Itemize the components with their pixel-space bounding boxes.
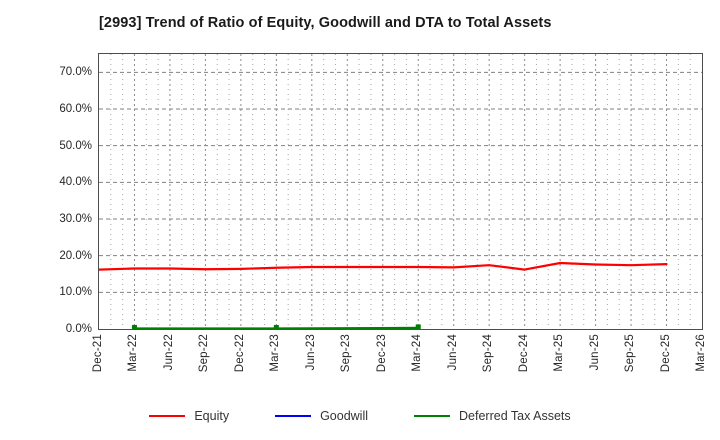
data-point-marker — [273, 324, 279, 329]
y-axis-tick-label: 40.0% — [59, 176, 92, 189]
plot-area — [98, 53, 703, 330]
x-axis-tick-labels: Dec-21 Mar-22 Jun-22 Sep-22 Dec-22 Mar-23 Jun-… — [92, 334, 707, 394]
legend-entry[interactable]: Deferred Tax Assets — [414, 409, 571, 423]
x-axis-tick-label: Dec-22 — [233, 334, 246, 373]
data-point-marker — [131, 324, 137, 329]
legend-label: Deferred Tax Assets — [459, 409, 571, 423]
x-axis-tick-label: Mar-25 — [553, 334, 566, 372]
data-series-layer — [99, 261, 668, 329]
x-axis-tick-label: Mar-26 — [695, 334, 707, 372]
y-axis-tick-label: 30.0% — [59, 213, 92, 225]
x-axis-tick-label: Jun-23 — [304, 334, 317, 371]
x-axis-tick-label: Jun-24 — [446, 334, 459, 371]
data-point-marker — [415, 324, 421, 329]
y-axis-tick-label: 60.0% — [59, 103, 92, 115]
x-axis-tick-label: Dec-25 — [659, 334, 672, 373]
y-axis-tick-label: 0.0% — [65, 323, 92, 335]
x-axis-tick-label: Sep-22 — [198, 334, 211, 373]
y-axis-tick-label: 20.0% — [59, 249, 92, 262]
y-axis-tick-labels: 0.0% 10.0% 20.0% 30.0% 40.0% 50.0% 60.0% 70.0% — [26, 53, 92, 335]
plot-inner — [99, 54, 702, 329]
legend-label: Goodwill — [320, 409, 369, 423]
x-axis-tick-label: Dec-23 — [375, 334, 388, 373]
series-line-equity — [99, 261, 668, 271]
chart-legend: Equity Goodwill Deferred Tax Assets — [0, 404, 720, 428]
x-axis-tick-label: Dec-24 — [517, 334, 530, 373]
x-axis-tick-label: Mar-22 — [127, 334, 140, 372]
x-axis-tick-label: Jun-25 — [588, 334, 601, 371]
y-axis-tick-label: 10.0% — [59, 286, 92, 299]
legend-label: Equity — [194, 409, 230, 423]
legend-color-swatch — [275, 415, 312, 417]
legend-color-swatch — [149, 415, 186, 417]
legend-color-swatch — [414, 415, 451, 417]
gridlines — [99, 54, 702, 329]
chart-title: [2993] Trend of Ratio of Equity, Goodwil… — [99, 15, 552, 31]
y-axis-tick-label: 50.0% — [59, 139, 92, 152]
x-axis-tick-label: Dec-21 — [92, 334, 104, 373]
x-axis-tick-label: Sep-24 — [482, 334, 495, 373]
x-axis-tick-label: Mar-23 — [269, 334, 282, 372]
x-axis-tick-label: Mar-24 — [411, 334, 424, 372]
x-axis-tick-label: Jun-22 — [162, 334, 175, 371]
legend-entry[interactable]: Goodwill — [275, 409, 368, 423]
x-axis-tick-label: Sep-25 — [624, 334, 637, 373]
legend-entry[interactable]: Equity — [149, 409, 229, 423]
x-axis-tick-label: Sep-23 — [340, 334, 353, 373]
y-axis-tick-label: 70.0% — [59, 66, 92, 79]
